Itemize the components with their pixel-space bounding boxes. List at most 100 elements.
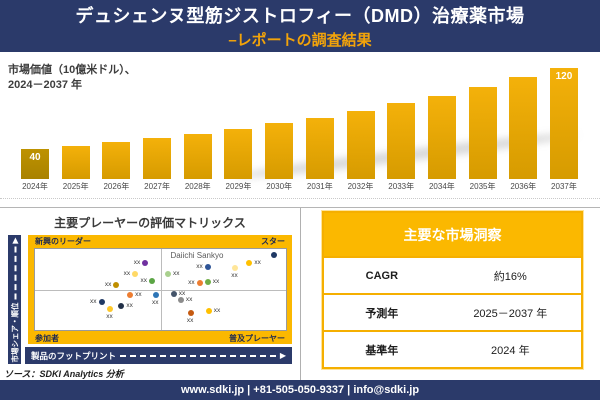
footer-contact-text: www.sdki.jp | +81-505-050-9337 | info@sd… — [180, 384, 420, 396]
x-axis-label: 製品のフットプリント — [31, 350, 117, 361]
x-axis-tick-label: 2028年 — [184, 182, 211, 191]
up-arrow-icon: ▶ — [9, 237, 19, 244]
bar-2033年 — [387, 103, 416, 179]
quadrant-horizontal-line — [35, 290, 286, 292]
scatter-dot — [177, 297, 184, 304]
scatter-point-label: xx — [212, 277, 220, 285]
scatter-dot — [142, 259, 149, 266]
x-axis-tick-label: 2026年 — [103, 182, 130, 191]
bar-2028年 — [183, 134, 212, 179]
scatter-dot — [232, 264, 239, 271]
matrix-section: 主要プレーヤーの評価マトリックス 市場シェア・順位 ▶ 新興のリーダー スター … — [0, 208, 301, 380]
x-axis-tick-label: 2025年 — [62, 182, 89, 191]
scatter-point-label: xx — [133, 258, 141, 266]
row-label-base-year: 基準年 — [365, 344, 399, 357]
quadrant-label-pervasive-players: 普及プレーヤー — [229, 334, 285, 343]
quadrant-vertical-line — [160, 249, 162, 330]
source-note: ソース：SDKI Analytics 分析 — [4, 369, 124, 379]
title-bar: デュシェンヌ型筋ジストロフィー（DMD）治療薬市場 –レポートの調査結果 — [0, 0, 600, 52]
row-label-cagr: CAGR — [365, 269, 399, 282]
x-axis-tick-label: 2027年 — [144, 182, 170, 191]
scatter-dot — [271, 251, 278, 258]
x-axis-tick-label: 2031年 — [306, 182, 333, 191]
x-axis-tick-label: 2033年 — [388, 182, 415, 191]
scatter-dot — [113, 281, 120, 288]
scatter-point-label: xx — [178, 290, 186, 298]
bar-column: 2025年 — [61, 146, 90, 191]
scatter-point-label: xx — [231, 271, 238, 279]
row-label-forecast-years: 予測年 — [365, 307, 399, 320]
bar-2024年: 40 — [21, 149, 49, 179]
scatter-point-label: xx — [173, 269, 180, 277]
bar-2031年 — [305, 118, 334, 179]
scatter-dot — [246, 259, 253, 266]
scatter-point-label: xx — [185, 296, 193, 304]
quadrant-label-participants: 参加者 — [35, 334, 59, 343]
bar-2029年 — [224, 129, 253, 179]
scatter-dot — [204, 278, 211, 285]
x-axis-bar: 製品のフットプリント ▶ — [25, 347, 292, 364]
x-axis-tick-label: 2035年 — [469, 182, 496, 191]
bar-column: 2034年 — [427, 96, 456, 191]
scatter-dot — [170, 291, 177, 298]
matrix-frame: 新興のリーダー スター 参加者 普及プレーヤー Daiichi Sankyo x… — [28, 235, 292, 344]
bar-column: 2031年 — [305, 118, 334, 191]
x-axis-tick-label: 2036年 — [510, 182, 537, 191]
scatter-dot — [205, 308, 212, 315]
page-title-line2: –レポートの調査結果 — [228, 32, 372, 49]
insights-table: 主要な市場洞察 CAGR 約16% 予測年 2025－2037 年 基準年 20… — [321, 210, 584, 370]
scatter-dot — [118, 303, 125, 310]
scatter-point-label: xx — [126, 302, 133, 310]
table-row: 予測年 2025－2037 年 — [324, 293, 581, 330]
scatter-point-label: xx — [140, 276, 147, 284]
footer-bar: www.sdki.jp | +81-505-050-9337 | info@sd… — [0, 380, 600, 400]
scatter-point-label: xx — [196, 262, 203, 270]
bar-2025年 — [61, 146, 90, 179]
scatter-point-label: xx — [106, 313, 113, 321]
table-row: CAGR 約16% — [324, 256, 581, 293]
chart-title-line1: 市場価値（10億米ドル）、 — [8, 64, 136, 76]
bar-column: 2026年 — [102, 142, 131, 191]
bar-column: 2027年 — [143, 138, 172, 191]
scatter-point-label: xx — [123, 269, 131, 277]
x-axis-tick-label: 2034年 — [428, 182, 455, 191]
bar-2036年 — [509, 77, 538, 179]
x-axis-tick-label: 2030年 — [266, 182, 293, 191]
x-axis-tick-label: 2032年 — [347, 182, 374, 191]
bar-value-label: 120 — [555, 71, 573, 82]
bar-2026年 — [102, 142, 131, 179]
scatter-dot — [148, 277, 155, 284]
bar-column: 40 2024年 — [21, 149, 49, 191]
bar-2032年 — [346, 111, 375, 179]
scatter-dot — [187, 310, 194, 317]
matrix-plot: Daiichi Sankyo xx xx xx xx xx xx xx xx xx xx xx xx x… — [34, 248, 287, 331]
highlight-company-label: Daiichi Sankyo — [170, 250, 224, 260]
x-axis-tick-label: 2024年 — [22, 182, 48, 191]
scatter-point-label: xx — [188, 278, 195, 286]
scatter-point-label: xx — [104, 280, 112, 288]
chart-title: 市場価値（10億米ドル）、 2024－2037 年 — [8, 63, 136, 94]
bar-column: 2028年 — [183, 134, 212, 191]
quadrant-label-emerging-leaders: 新興のリーダー — [35, 237, 91, 246]
scatter-dot — [127, 292, 134, 299]
page-title-line1: デュシェンヌ型筋ジストロフィー（DMD）治療薬市場 — [75, 6, 525, 26]
bar-column: 2032年 — [346, 111, 375, 191]
x-axis-tick-label: 2037年 — [551, 182, 577, 191]
row-value-base-year: 2024 年 — [491, 344, 530, 357]
scatter-point-label: xx — [213, 307, 221, 315]
bar-column: 2029年 — [224, 129, 253, 191]
scatter-dot — [152, 292, 159, 299]
right-arrow-icon: ▶ — [279, 350, 286, 360]
matrix-title: 主要プレーヤーの評価マトリックス — [54, 216, 246, 230]
scatter-dot — [165, 270, 172, 277]
bar-value-label: 40 — [29, 152, 41, 163]
scatter-dot — [196, 279, 203, 286]
table-row: 基準年 2024 年 — [324, 330, 581, 367]
bottom-panels: 主要プレーヤーの評価マトリックス 市場シェア・順位 ▶ 新興のリーダー スター … — [0, 207, 600, 380]
y-axis-bar: 市場シェア・順位 ▶ — [8, 235, 21, 364]
scatter-dot — [132, 270, 139, 277]
bar-2034年 — [427, 96, 456, 179]
bar-chart-section: 市場価値（10億米ドル）、 2024－2037 年 40 2024年 2025年 20… — [0, 52, 600, 199]
scatter-dot — [107, 306, 114, 313]
